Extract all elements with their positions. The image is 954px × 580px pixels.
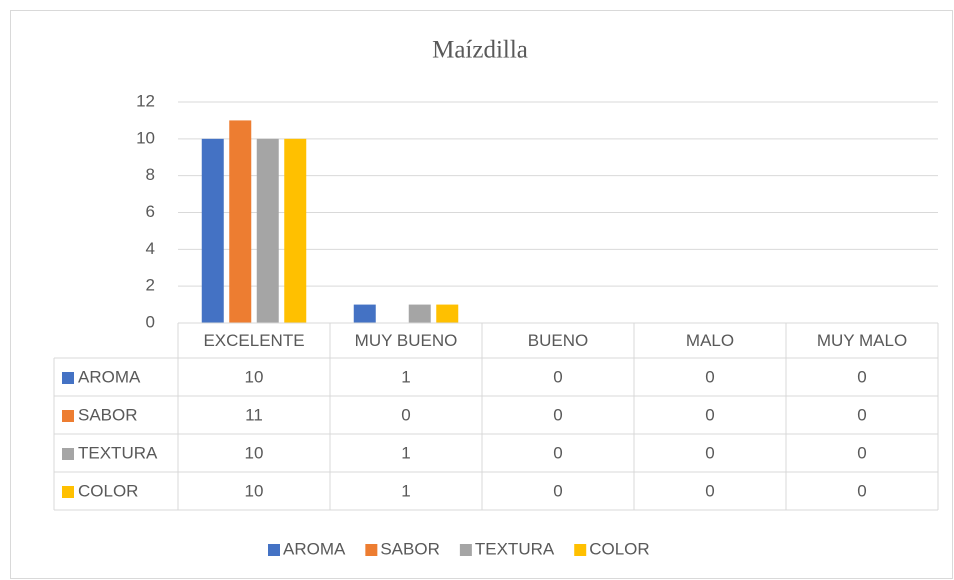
table-cell: 1 <box>401 367 410 386</box>
x-tick-label: MUY BUENO <box>355 331 458 350</box>
table-cell: 0 <box>401 405 410 424</box>
x-tick-label: MUY MALO <box>817 331 907 350</box>
y-tick-label: 12 <box>136 91 155 110</box>
legend-key <box>268 544 280 556</box>
bar <box>229 120 252 324</box>
table-cell: 10 <box>245 481 264 500</box>
bar <box>408 304 431 323</box>
table-series-name: AROMA <box>78 367 141 386</box>
table-cell: 10 <box>245 367 264 386</box>
table-cell: 11 <box>245 405 263 424</box>
table-cell: 10 <box>245 443 264 462</box>
table-cell: 0 <box>553 443 562 462</box>
legend-label: AROMA <box>283 539 346 558</box>
y-tick-label: 4 <box>146 239 155 258</box>
y-tick-label: 8 <box>146 165 155 184</box>
legend-key <box>365 544 378 556</box>
table-legend-key <box>62 372 74 384</box>
table-cell: 0 <box>553 367 562 386</box>
table-cell: 1 <box>401 443 410 462</box>
bar <box>201 138 224 323</box>
legend-label: TEXTURA <box>475 539 555 558</box>
bar <box>436 304 459 323</box>
table-cell: 0 <box>857 405 866 424</box>
table-series-name: TEXTURA <box>78 443 158 462</box>
table-cell: 0 <box>553 405 562 424</box>
legend-label: SABOR <box>380 539 440 558</box>
table-cell: 0 <box>705 367 714 386</box>
bar <box>353 304 376 323</box>
table-legend-key <box>62 448 74 460</box>
y-tick-label: 0 <box>146 312 155 331</box>
table-cell: 0 <box>705 443 714 462</box>
table-cell: 0 <box>553 481 562 500</box>
x-tick-label: EXCELENTE <box>203 331 304 350</box>
y-tick-label: 10 <box>136 128 155 147</box>
bar <box>284 138 307 323</box>
table-series-name: COLOR <box>78 481 138 500</box>
table-cell: 0 <box>857 443 866 462</box>
chart-title: Maízdilla <box>432 37 528 64</box>
table-legend-key <box>62 410 74 422</box>
bar <box>256 138 279 323</box>
legend-key <box>574 544 587 556</box>
table-legend-key <box>62 486 74 498</box>
table-series-name: SABOR <box>78 405 138 424</box>
table-cell: 0 <box>705 481 714 500</box>
x-tick-label: BUENO <box>528 331 588 350</box>
table-cell: 0 <box>705 405 714 424</box>
table-cell: 0 <box>857 481 866 500</box>
x-tick-label: MALO <box>686 331 734 350</box>
y-tick-label: 6 <box>146 202 155 221</box>
table-cell: 1 <box>401 481 410 500</box>
table-cell: 0 <box>857 367 866 386</box>
legend-key <box>459 544 472 556</box>
y-tick-label: 2 <box>146 276 155 295</box>
legend-label: COLOR <box>589 539 649 558</box>
